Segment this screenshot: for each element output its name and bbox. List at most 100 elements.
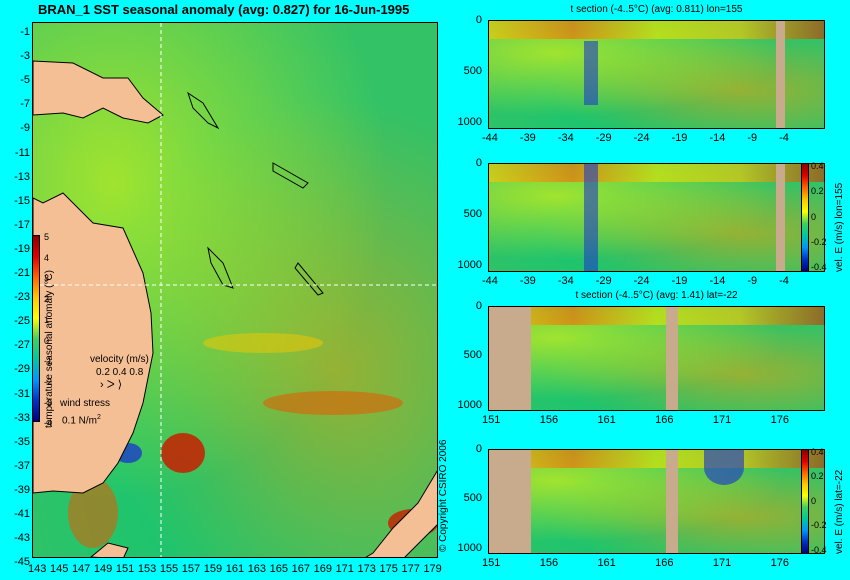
panel-x-tick-label: 156 <box>539 414 559 426</box>
lat-tick-label: -31 <box>14 387 30 400</box>
depth-tick-label: 1000 <box>457 116 482 129</box>
velocity-colorbar <box>801 163 809 272</box>
panel-x-tick-label: -24 <box>633 275 650 287</box>
colorbar-tick-label: 0 <box>44 335 50 346</box>
lat-tick-label: -33 <box>14 411 30 424</box>
lat-tick-label: -21 <box>14 267 30 279</box>
panel-x-tick-label: -29 <box>595 132 612 144</box>
panel-x-axis: 151 156 161 166 171 176 <box>482 414 789 426</box>
wind-stress-value: 0.1 N/m2 <box>62 414 101 427</box>
surface-warm-band <box>489 307 824 325</box>
lon-tick-label: 149 <box>93 563 113 575</box>
warm-eddy <box>161 433 205 473</box>
lat-tick-label: -1 <box>20 26 30 38</box>
panel-x-tick-label: -19 <box>671 132 688 144</box>
panel-x-tick-label: -44 <box>482 132 498 144</box>
panel-title: t section (-4..5°C) (avg: 0.811) lon=155 <box>570 4 743 15</box>
lon-tick-label: 169 <box>313 563 332 575</box>
depth-tick-label: 500 <box>463 65 482 78</box>
colorbar-tick-label: -2 <box>44 376 53 387</box>
panel-x-tick-label: -29 <box>595 275 612 287</box>
lat-tick-label: -9 <box>20 122 30 135</box>
warm-patch <box>68 478 118 548</box>
land-mask <box>489 307 531 410</box>
warm-band <box>203 333 323 353</box>
panel-x-tick-label: -14 <box>709 275 726 287</box>
velocity-colorbar-tick: 0.4 <box>811 447 824 457</box>
velocity-colorbar-tick: 0.4 <box>811 161 824 171</box>
surface-warm-band <box>489 450 824 468</box>
depth-tick-label: 1000 <box>457 541 482 554</box>
lat-tick-label: -39 <box>14 483 30 496</box>
panel-x-tick-label: 151 <box>482 557 501 569</box>
depth-tick-label: 1000 <box>457 398 482 411</box>
panel-x-tick-label: -14 <box>709 132 726 144</box>
colorbar-tick-label: 1 <box>44 314 50 325</box>
lon-tick-label: 161 <box>225 563 245 575</box>
lat-tick-label: -35 <box>14 435 30 448</box>
panel-x-tick-label: -34 <box>557 132 574 144</box>
depth-tick-label: 0 <box>475 157 482 169</box>
panel-x-tick-label: 151 <box>482 414 501 426</box>
panel-x-tick-label: 161 <box>597 557 616 569</box>
lat-tick-label: -15 <box>14 194 30 207</box>
depth-tick-label: 0 <box>475 300 482 312</box>
panel-x-tick-label: -9 <box>747 275 758 287</box>
panel-x-tick-label: -4 <box>779 275 789 287</box>
depth-tick-label: 500 <box>463 208 482 221</box>
velocity-colorbar-tick: -0.2 <box>811 520 827 531</box>
panel-x-tick-label: 171 <box>712 557 732 569</box>
depth-tick-label: 0 <box>475 14 482 26</box>
lat-tick-label: -27 <box>14 339 30 352</box>
lat-tick-label: -19 <box>14 242 30 255</box>
lat-tick-label: -41 <box>14 508 30 520</box>
colorbar-tick-label: 3 <box>44 273 50 284</box>
lon-tick-label: 147 <box>71 563 91 575</box>
velocity-colorbar-label: vel. E (m/s) lon=155 <box>834 182 845 272</box>
panel-x-tick-label: -39 <box>519 132 536 144</box>
panel-x-tick-label: -9 <box>747 132 758 144</box>
velocity-colorbar-tick: -0.2 <box>811 237 827 248</box>
lat-tick-label: -17 <box>14 218 30 231</box>
depth-tick-label: 0 <box>475 443 482 455</box>
lon-tick-label: 143 <box>28 563 47 575</box>
lon-tick-label: 159 <box>203 563 223 575</box>
section-plot <box>488 449 825 554</box>
lat-tick-label: -7 <box>20 98 30 111</box>
lon-axis: 143 145 147 149 151 153 155 157 159 161 163 165 167 1… <box>28 563 442 575</box>
colorbar-tick-label: -3 <box>44 397 53 408</box>
lon-tick-label: 167 <box>291 563 310 575</box>
cold-anomaly <box>584 164 598 271</box>
surface-warm-band <box>489 21 824 39</box>
velocity-colorbar-tick: 0.2 <box>811 186 824 197</box>
lon-tick-label: 179 <box>423 563 442 575</box>
lon-tick-label: 175 <box>379 563 398 575</box>
colorbar-tick-label: -4 <box>44 418 53 429</box>
panel-x-tick-label: -4 <box>779 132 789 144</box>
lat-tick-label: -43 <box>14 532 30 545</box>
cold-anomaly <box>584 41 598 106</box>
section-plot <box>488 20 825 129</box>
panel-x-tick-label: -44 <box>482 275 498 287</box>
lon-tick-label: 157 <box>181 563 201 575</box>
lon-tick-label: 165 <box>269 563 289 575</box>
velocity-legend-values: 0.2 0.4 0.8 <box>96 367 144 378</box>
velocity-colorbar-label: vel. E (m/s) lat=-22 <box>834 469 845 554</box>
panel-x-tick-label: 176 <box>770 414 789 426</box>
panel-x-axis: -44 -39 -34 -29 -24 -19 -14 -9 -4 <box>482 132 789 144</box>
island-outline <box>207 246 234 289</box>
lat-tick-label: -11 <box>14 146 30 159</box>
panel-x-tick-label: 166 <box>655 414 674 426</box>
island-outline <box>294 262 324 296</box>
land-mask <box>666 307 678 410</box>
lat-tick-label: -23 <box>14 291 30 304</box>
colorbar-tick-label: 5 <box>44 232 50 242</box>
panel-x-tick-label: 156 <box>539 557 559 569</box>
panel-x-tick-label: 161 <box>597 414 616 426</box>
lon-tick-label: 153 <box>137 563 157 575</box>
map-title: BRAN_1 SST seasonal anomaly (avg: 0.827)… <box>38 2 410 17</box>
lat-tick-label: -37 <box>14 459 30 472</box>
island-outline <box>187 91 220 130</box>
land-mask <box>776 164 785 271</box>
colorbar-label: temperature seasonal anomaly (°C) <box>44 270 55 428</box>
